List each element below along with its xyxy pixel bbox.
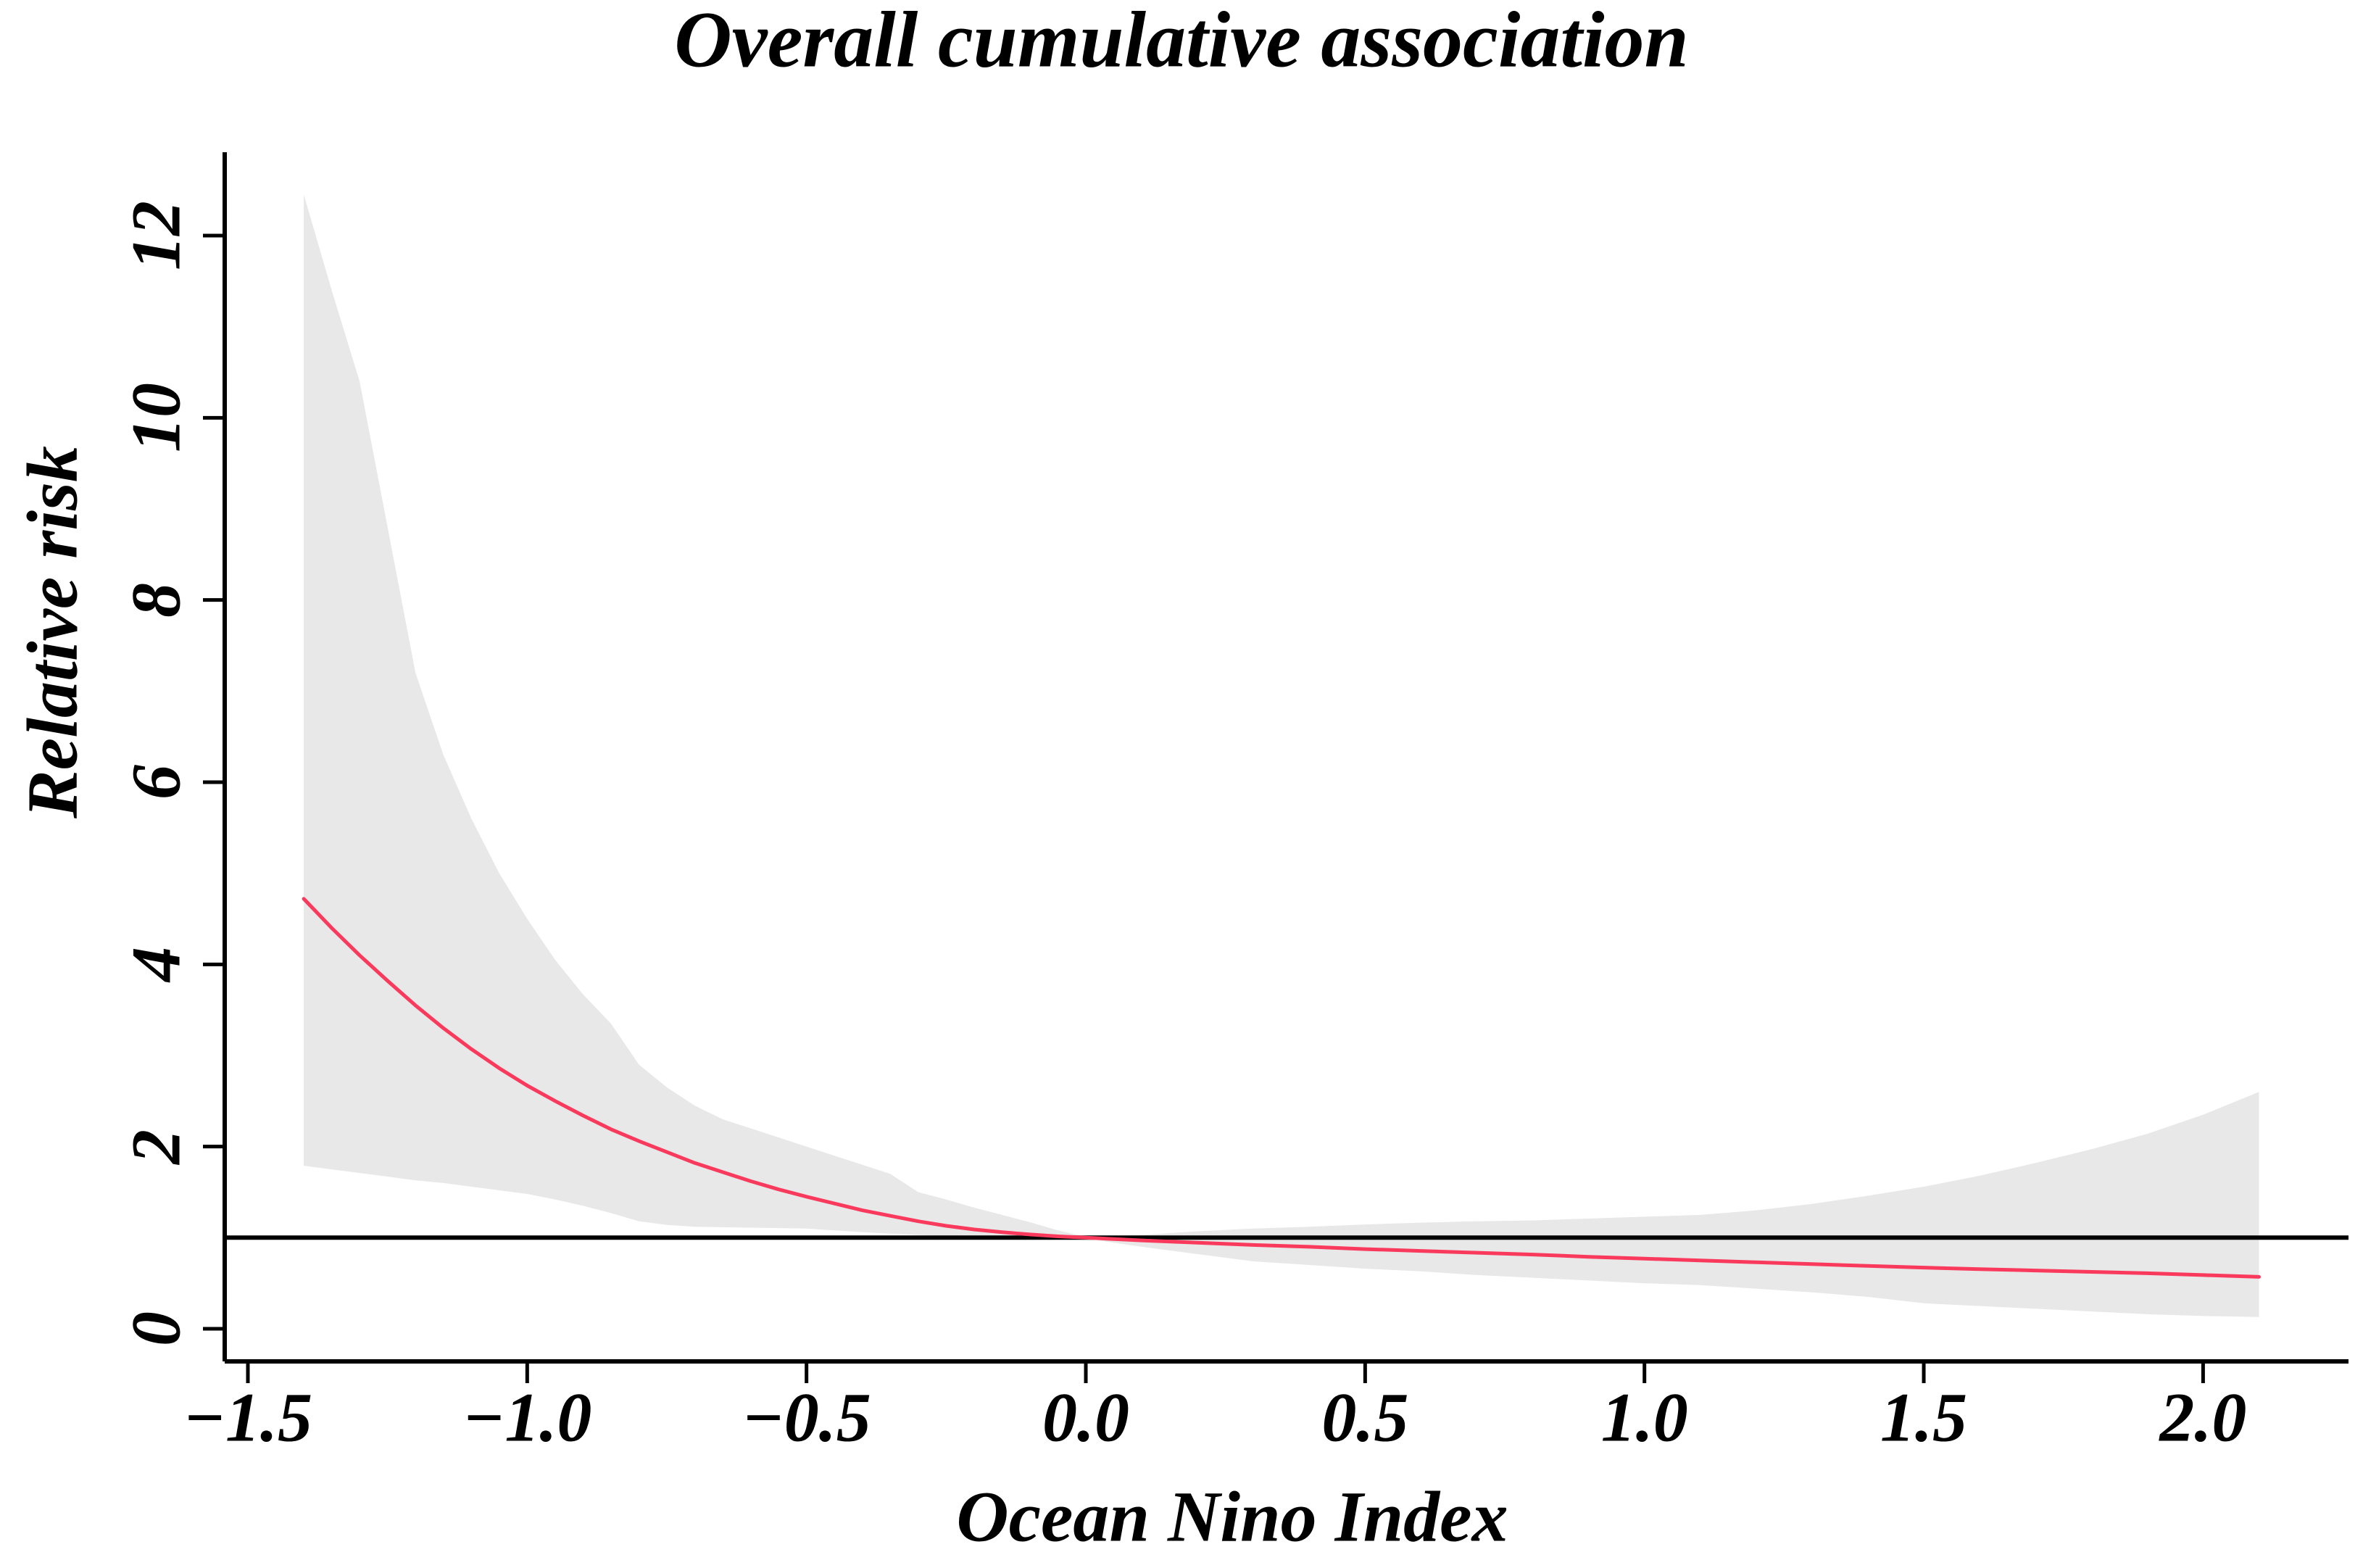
y-tick-label: 8 [117, 582, 195, 618]
x-tick-label: 2.0 [2159, 1378, 2247, 1456]
x-tick-marks [246, 1361, 2205, 1383]
chart-title: Overall cumulative association [674, 0, 1689, 84]
x-tick-label: 0.5 [1321, 1378, 1409, 1456]
y-axis-label: Relative risk [12, 446, 93, 818]
y-tick-label: 12 [117, 200, 195, 270]
x-axis-label: Ocean Nino Index [956, 1476, 1508, 1557]
x-tick-label: −1.5 [183, 1378, 313, 1456]
x-tick-label: 0.0 [1042, 1378, 1129, 1456]
y-tick-label: 4 [117, 947, 195, 982]
x-tick-label: −1.0 [462, 1378, 592, 1456]
y-tick-label: 10 [117, 383, 195, 453]
confidence-band [304, 194, 2259, 1317]
estimate-line [302, 897, 2261, 1279]
y-tick-label: 6 [117, 764, 195, 800]
x-tick-label: 1.0 [1600, 1378, 1688, 1456]
y-tick-marks [203, 233, 225, 1331]
y-tick-label: 0 [117, 1311, 195, 1346]
x-tick-label: −0.5 [742, 1378, 871, 1456]
x-tick-label: 1.5 [1880, 1378, 1968, 1456]
y-tick-label: 2 [117, 1129, 195, 1164]
